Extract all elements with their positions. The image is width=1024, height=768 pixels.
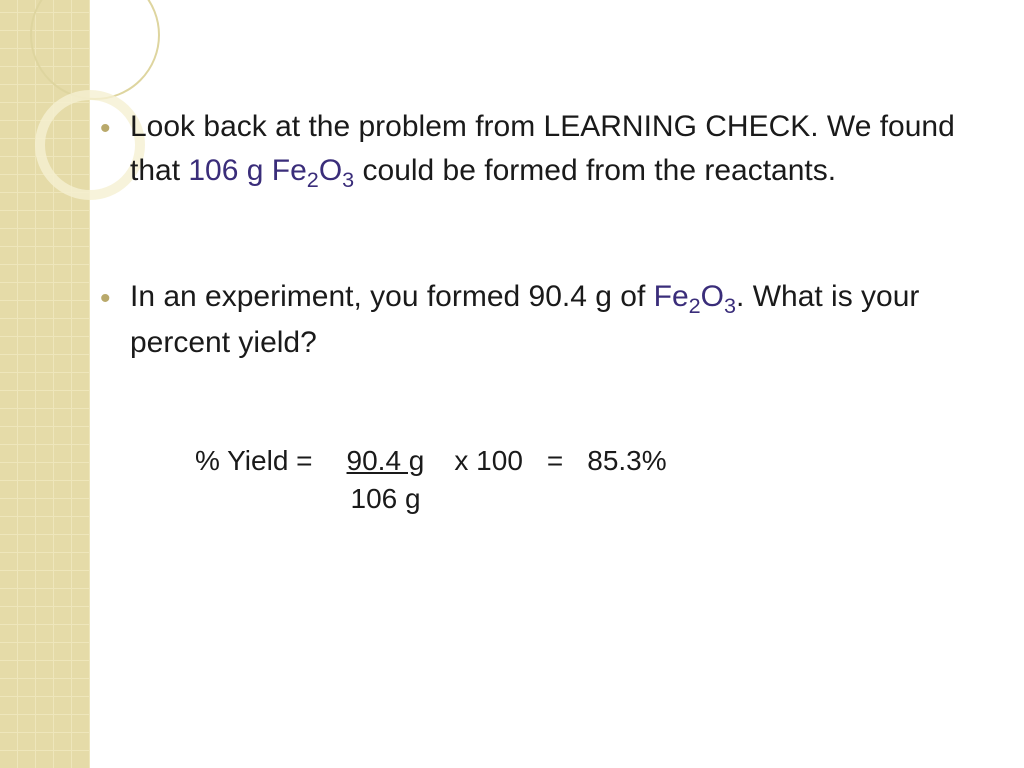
bullet1-sub1: 2 <box>307 167 319 192</box>
formula-equals: = <box>547 445 563 477</box>
formula-denominator: 106 g <box>351 483 421 515</box>
formula-block: % Yield = 90.4 g x 100 = 85.3% % Yield =… <box>195 445 980 515</box>
bullet2-pre: In an experiment, you formed 90.4 g of <box>130 280 654 313</box>
bullet2-highlight-text: Fe <box>654 280 689 313</box>
bullet1-post: could be formed from the reactants. <box>354 154 836 187</box>
bullet2-sub2: 3 <box>724 293 736 318</box>
formula-result: 85.3% <box>587 445 666 477</box>
bullet-item-1: Look back at the problem from LEARNING C… <box>100 105 980 195</box>
bullet2-highlight: Fe2O3 <box>654 280 736 313</box>
bullet1-highlight: 106 g Fe2O3 <box>188 154 354 187</box>
bullet1-mid: O <box>319 154 342 187</box>
bullet-item-2: In an experiment, you formed 90.4 g of F… <box>100 275 980 365</box>
formula-numerator: 90.4 g <box>341 445 431 477</box>
bullet-list: Look back at the problem from LEARNING C… <box>100 105 980 365</box>
formula-line-2: % Yield = 106 g <box>195 477 980 515</box>
bullet1-sub2: 3 <box>342 167 354 192</box>
slide-content: Look back at the problem from LEARNING C… <box>100 105 980 515</box>
formula-label: % Yield = <box>195 445 313 477</box>
bullet2-sub1: 2 <box>689 293 701 318</box>
bullet2-mid: O <box>701 280 724 313</box>
bullet1-highlight-text: 106 g Fe <box>188 154 306 187</box>
formula-multiplier: x 100 <box>454 445 523 477</box>
formula-line-1: % Yield = 90.4 g x 100 = 85.3% <box>195 445 980 477</box>
